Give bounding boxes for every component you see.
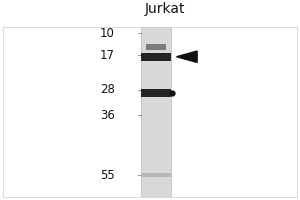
Text: 17: 17 (100, 49, 115, 62)
Bar (141, 53, 171, 61)
Bar (141, 173, 171, 177)
Bar (141, 89, 171, 97)
Polygon shape (176, 51, 197, 62)
Text: 55: 55 (100, 169, 115, 182)
Text: 10: 10 (100, 27, 115, 40)
Text: 28: 28 (100, 83, 115, 96)
Bar (146, 44, 166, 50)
Bar (141, 27, 171, 197)
Text: Jurkat: Jurkat (145, 2, 185, 16)
Text: 36: 36 (100, 109, 115, 122)
